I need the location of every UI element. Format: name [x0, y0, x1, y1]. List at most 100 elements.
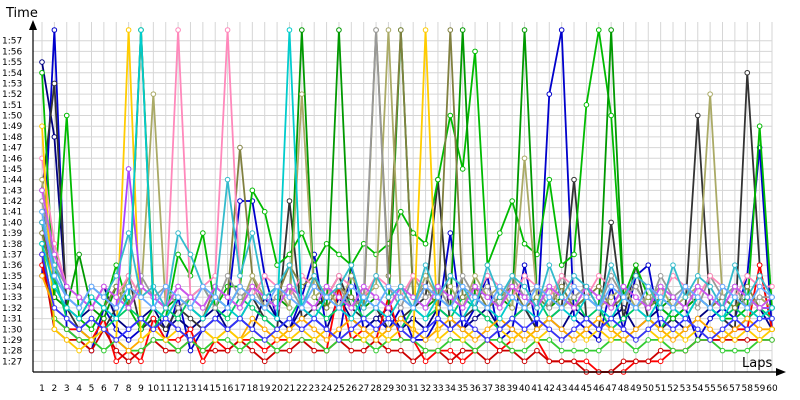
data-point: [398, 315, 404, 322]
y-tick-label: 1:31: [2, 315, 22, 325]
x-tick-label: 13: [185, 384, 196, 394]
data-point: [546, 305, 553, 311]
data-point: [707, 326, 713, 333]
data-point: [657, 283, 664, 290]
data-point: [360, 283, 367, 290]
data-point: [608, 305, 614, 311]
data-point: [484, 315, 491, 322]
data-point: [707, 294, 713, 300]
data-point: [608, 112, 614, 119]
data-point: [509, 337, 515, 343]
data-point: [583, 337, 590, 343]
data-point: [360, 315, 367, 322]
data-point: [249, 230, 256, 236]
data-point: [162, 326, 169, 333]
data-point: [682, 283, 689, 290]
data-point: [76, 294, 82, 300]
data-point: [546, 358, 553, 365]
data-point: [719, 305, 726, 311]
data-point: [410, 337, 416, 343]
data-point: [521, 273, 528, 279]
data-point: [732, 294, 738, 300]
data-point: [51, 283, 58, 290]
y-tick-label: 1:38: [2, 240, 22, 250]
data-point: [187, 347, 194, 354]
data-point: [732, 326, 738, 333]
data-point: [657, 315, 664, 322]
data-point: [571, 347, 577, 354]
data-point: [608, 283, 614, 290]
data-point: [138, 347, 144, 354]
data-point: [472, 273, 478, 279]
data-point: [694, 326, 701, 333]
data-point: [63, 337, 70, 343]
data-point: [200, 326, 206, 333]
data-point: [595, 337, 602, 343]
data-point: [348, 315, 355, 322]
data-point: [237, 337, 243, 343]
data-point: [162, 305, 169, 311]
data-point: [360, 294, 367, 300]
data-point: [175, 305, 181, 311]
data-point: [459, 273, 466, 279]
x-tick-label: 1: [39, 384, 45, 394]
x-tick-label: 20: [271, 384, 283, 394]
y-axis-arrow: [29, 20, 37, 30]
data-point: [732, 337, 738, 343]
data-point: [633, 337, 639, 343]
x-tick-label: 8: [126, 384, 132, 394]
data-point: [769, 294, 775, 300]
data-point: [459, 326, 466, 333]
data-point: [719, 294, 726, 300]
data-point: [261, 294, 268, 300]
data-point: [311, 315, 318, 322]
data-point: [286, 198, 293, 204]
data-point: [509, 273, 515, 279]
data-point: [546, 283, 553, 290]
data-point: [694, 283, 701, 290]
data-point: [323, 294, 330, 300]
data-point: [707, 283, 713, 290]
data-point: [373, 305, 379, 311]
data-point: [150, 315, 157, 322]
data-point: [51, 80, 58, 87]
data-point: [237, 347, 243, 354]
data-point: [534, 315, 540, 322]
data-point: [150, 326, 157, 333]
data-point: [756, 294, 763, 300]
data-point: [509, 315, 515, 322]
data-point: [571, 326, 577, 333]
data-point: [645, 283, 652, 290]
data-point: [744, 69, 751, 76]
data-point: [299, 326, 305, 333]
data-point: [496, 337, 503, 343]
x-tick-label: 11: [160, 384, 171, 394]
data-point: [237, 283, 243, 290]
data-point: [558, 358, 565, 365]
data-point: [521, 155, 528, 162]
x-tick-label: 26: [346, 384, 358, 394]
data-point: [39, 69, 45, 76]
data-point: [682, 315, 689, 322]
data-point: [657, 337, 664, 343]
data-point: [125, 305, 132, 311]
x-tick-label: 40: [519, 384, 531, 394]
data-point: [237, 198, 243, 204]
grid-lines: [33, 22, 773, 372]
y-tick-label: 1:50: [2, 112, 22, 122]
data-point: [447, 230, 454, 236]
data-point: [274, 337, 280, 343]
data-point: [534, 305, 540, 311]
data-point: [707, 337, 713, 343]
data-point: [299, 337, 305, 343]
data-point: [534, 283, 540, 290]
y-tick-label: 1:52: [2, 90, 22, 100]
data-point: [472, 315, 478, 322]
data-point: [521, 240, 528, 247]
data-point: [546, 326, 553, 333]
x-tick-label: 7: [113, 384, 119, 394]
data-point: [224, 273, 231, 279]
data-point: [249, 273, 256, 279]
data-point: [608, 294, 614, 300]
data-point: [286, 262, 293, 268]
